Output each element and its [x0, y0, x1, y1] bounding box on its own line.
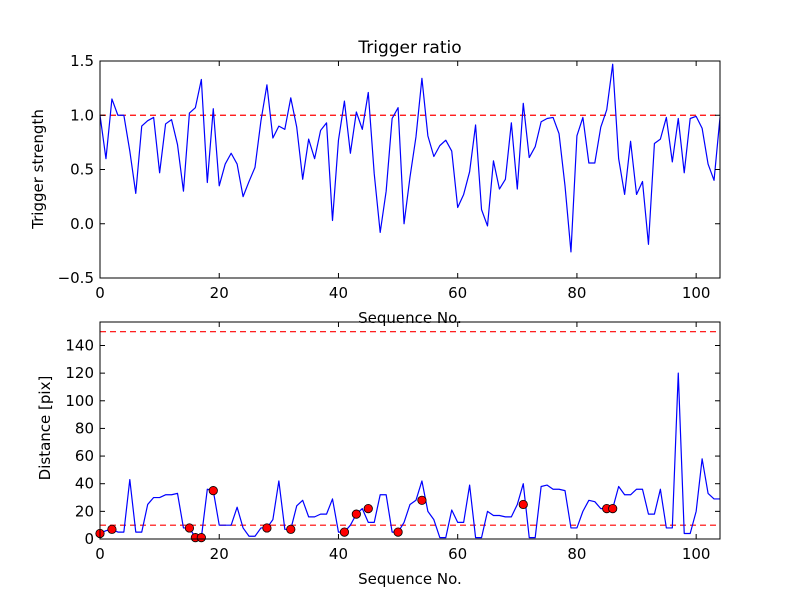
- distance-axes-frame: [99, 321, 721, 540]
- trigger-ratio-y-tick-label: 1.0: [70, 106, 94, 124]
- distance-marker-point: [351, 509, 361, 519]
- distance-y-tick-label: 40: [75, 475, 94, 493]
- distance-marker-point: [184, 523, 195, 533]
- distance-y-tick-label: 60: [75, 447, 94, 465]
- trigger-ratio-x-tick-label: 80: [567, 284, 586, 302]
- distance-marker-point: [608, 503, 618, 514]
- distance-panel: 0 20 40 60 80 100 0 20 40 60 80 100 120 140 Sequence …: [36, 321, 721, 588]
- distance-x-tick-label: 20: [210, 545, 229, 563]
- distance-marker-point: [417, 495, 427, 505]
- distance-x-tick-label: 0: [95, 545, 105, 563]
- distance-marker-point: [393, 527, 403, 537]
- trigger-ratio-x-tick-label: 40: [329, 284, 348, 302]
- trigger-ratio-y-tick-label: 1.5: [70, 52, 94, 70]
- trigger-ratio-series-line: [99, 63, 721, 253]
- trigger-ratio-x-tick-label: 0: [95, 284, 105, 302]
- distance-marker-point: [196, 533, 206, 543]
- trigger-ratio-plot-area: 0 20 40 60 80 100 −0.5 0.0 0.5 1.0 1.5: [58, 52, 721, 302]
- trigger-ratio-x-tick-label: 20: [210, 284, 229, 302]
- distance-y-tick-label: 140: [65, 336, 94, 354]
- distance-y-tick-label: 0: [84, 530, 94, 548]
- distance-x-tick-label: 80: [567, 545, 586, 563]
- distance-xlabel: Sequence No.: [358, 570, 462, 588]
- trigger-ratio-ylabel: Trigger strength: [29, 109, 47, 230]
- distance-y-tick-label: 80: [75, 419, 94, 437]
- distance-marker-point: [518, 499, 528, 510]
- distance-y-tick-label: 20: [75, 502, 94, 520]
- trigger-ratio-title: Trigger ratio: [357, 38, 461, 58]
- distance-marker-point: [208, 486, 218, 496]
- distance-series-line: [99, 372, 720, 539]
- trigger-ratio-x-tick-label: 60: [448, 284, 467, 302]
- distance-marker-point: [339, 527, 350, 537]
- distance-marker-point: [286, 524, 296, 534]
- trigger-ratio-y-tick-label: −0.5: [58, 269, 94, 287]
- distance-x-tick-label: 40: [329, 545, 348, 563]
- distance-marker-point: [262, 523, 272, 533]
- trigger-ratio-y-tick-label: 0.0: [70, 215, 94, 233]
- trigger-ratio-xlabel: Sequence No.: [358, 309, 462, 327]
- distance-marker-point: [363, 503, 373, 514]
- distance-x-tick-label: 100: [682, 545, 711, 563]
- distance-x-tick-label: 60: [448, 545, 467, 563]
- distance-plot-area: 0 20 40 60 80 100 0 20 40 60 80 100 120 140: [65, 321, 721, 563]
- distance-y-tick-label: 100: [65, 392, 94, 410]
- distance-y-tick-label: 120: [65, 364, 94, 382]
- distance-ylabel: Distance [pix]: [36, 376, 54, 481]
- trigger-ratio-y-tick-label: 0.5: [70, 161, 94, 179]
- trigger-ratio-x-tick-label: 100: [682, 284, 711, 302]
- distance-marker-point: [107, 524, 117, 534]
